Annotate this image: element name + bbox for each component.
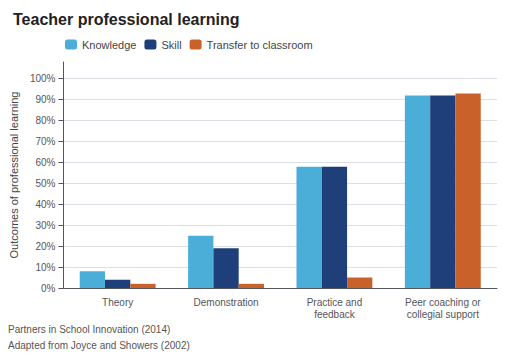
svg-text:Knowledge: Knowledge <box>82 39 136 51</box>
svg-text:Teacher professional learning: Teacher professional learning <box>13 11 239 28</box>
svg-text:Practice and: Practice and <box>307 297 363 308</box>
svg-text:collegial support: collegial support <box>407 309 479 320</box>
svg-text:Peer coaching or: Peer coaching or <box>405 297 481 308</box>
svg-text:60%: 60% <box>35 157 55 168</box>
svg-text:Demonstration: Demonstration <box>194 297 259 308</box>
svg-text:Outcomes of professional learn: Outcomes of professional learning <box>8 92 20 259</box>
svg-text:0%: 0% <box>41 283 56 294</box>
svg-text:Transfer to classroom: Transfer to classroom <box>207 39 313 51</box>
svg-text:Skill: Skill <box>161 39 181 51</box>
svg-text:100%: 100% <box>30 73 56 84</box>
svg-text:50%: 50% <box>35 178 55 189</box>
svg-text:30%: 30% <box>35 220 55 231</box>
svg-text:10%: 10% <box>35 262 55 273</box>
svg-text:40%: 40% <box>35 199 55 210</box>
svg-text:20%: 20% <box>35 241 55 252</box>
svg-text:80%: 80% <box>35 115 55 126</box>
svg-text:70%: 70% <box>35 136 55 147</box>
svg-text:Partners in School Innovation: Partners in School Innovation (2014) <box>8 324 170 335</box>
svg-text:feedback: feedback <box>314 309 356 320</box>
svg-text:Adapted from Joyce and Showers: Adapted from Joyce and Showers (2002) <box>8 340 190 351</box>
svg-text:90%: 90% <box>35 94 55 105</box>
svg-text:Theory: Theory <box>102 297 133 308</box>
